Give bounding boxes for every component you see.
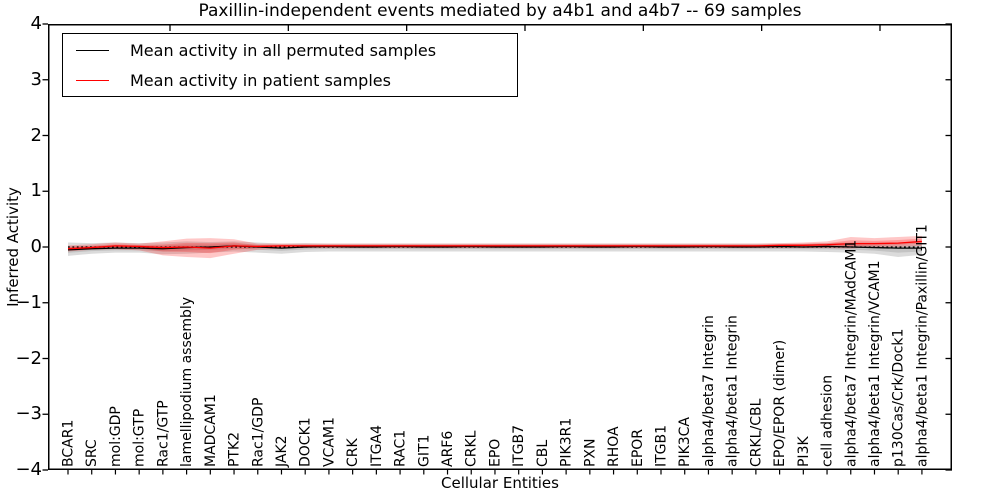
legend-item: Mean activity in all permuted samples <box>63 36 517 64</box>
category-label: p130Cas/Crk/Dock1 <box>891 329 907 467</box>
category-label: VCAM1 <box>321 417 337 467</box>
category-label: RHOA <box>606 426 622 467</box>
category-label: DOCK1 <box>298 417 314 467</box>
category-label: EPO <box>487 439 503 467</box>
patient-mean-line <box>67 240 922 250</box>
category-label: lamellipodium assembly <box>179 297 195 467</box>
category-label: ITGB1 <box>654 425 670 467</box>
category-label: SRC <box>84 439 100 467</box>
y-tick-label: 0 <box>30 236 42 257</box>
legend-label: Mean activity in all permuted samples <box>130 40 437 60</box>
category-label: Rac1/GDP <box>250 398 266 467</box>
category-label: mol:GDP <box>108 406 124 467</box>
x-axis-label: Cellular Entities <box>441 474 559 492</box>
category-label: CRK <box>345 437 361 467</box>
category-label: PIK3R1 <box>559 418 575 467</box>
category-label: mol:GTP <box>132 409 148 467</box>
category-label: ITGA4 <box>369 425 385 467</box>
category-label: EPO/EPOR (dimer) <box>772 340 788 467</box>
category-label: PI3K <box>796 436 812 467</box>
y-tick-label: 4 <box>30 13 42 34</box>
legend-label: Mean activity in patient samples <box>130 70 391 90</box>
category-label: PIK3CA <box>677 417 693 467</box>
category-label: ITGB7 <box>511 425 527 467</box>
legend: Mean activity in all permuted samples Me… <box>62 33 518 97</box>
y-tick-label: −1 <box>15 291 42 313</box>
category-label: cell adhesion <box>820 375 836 467</box>
category-label: CRKL/CBL <box>748 398 764 467</box>
chart-title: Paxillin-independent events mediated by … <box>198 1 802 21</box>
category-label: alpha4/beta7 Integrin <box>701 315 717 467</box>
y-tick-label: 3 <box>30 68 42 90</box>
y-tick-label: −3 <box>15 403 42 425</box>
category-label: alpha4/beta7 Integrin/MAdCAM1 <box>843 240 859 467</box>
category-label: PTK2 <box>227 432 243 467</box>
category-label: alpha4/beta1 Integrin <box>725 315 741 467</box>
category-label: CRKL <box>464 430 480 467</box>
y-tick-label: −4 <box>15 459 42 480</box>
legend-line-swatch-patient <box>76 79 109 81</box>
category-label: EPOR <box>630 429 646 467</box>
category-label: GIT1 <box>416 435 432 467</box>
category-label: Rac1/GTP <box>155 400 171 467</box>
category-label: PXN <box>582 438 598 467</box>
legend-line-swatch-permuted <box>76 49 109 51</box>
y-tick-label: 2 <box>30 124 42 146</box>
category-label: ARF6 <box>440 431 456 467</box>
permuted-mean-line <box>67 245 922 251</box>
category-label: CBL <box>535 440 551 467</box>
y-tick-label: 1 <box>30 180 42 202</box>
y-tick-label: −2 <box>15 347 42 369</box>
category-label: JAK2 <box>274 435 290 468</box>
category-label: RAC1 <box>393 430 409 467</box>
category-label: MADCAM1 <box>203 394 219 467</box>
category-label: alpha4/beta1 Integrin/VCAM1 <box>867 261 883 468</box>
legend-item: Mean activity in patient samples <box>63 66 517 94</box>
category-label: BCAR1 <box>61 420 77 467</box>
category-label: alpha4/beta1 Integrin/Paxillin/GIT1 <box>914 224 930 467</box>
